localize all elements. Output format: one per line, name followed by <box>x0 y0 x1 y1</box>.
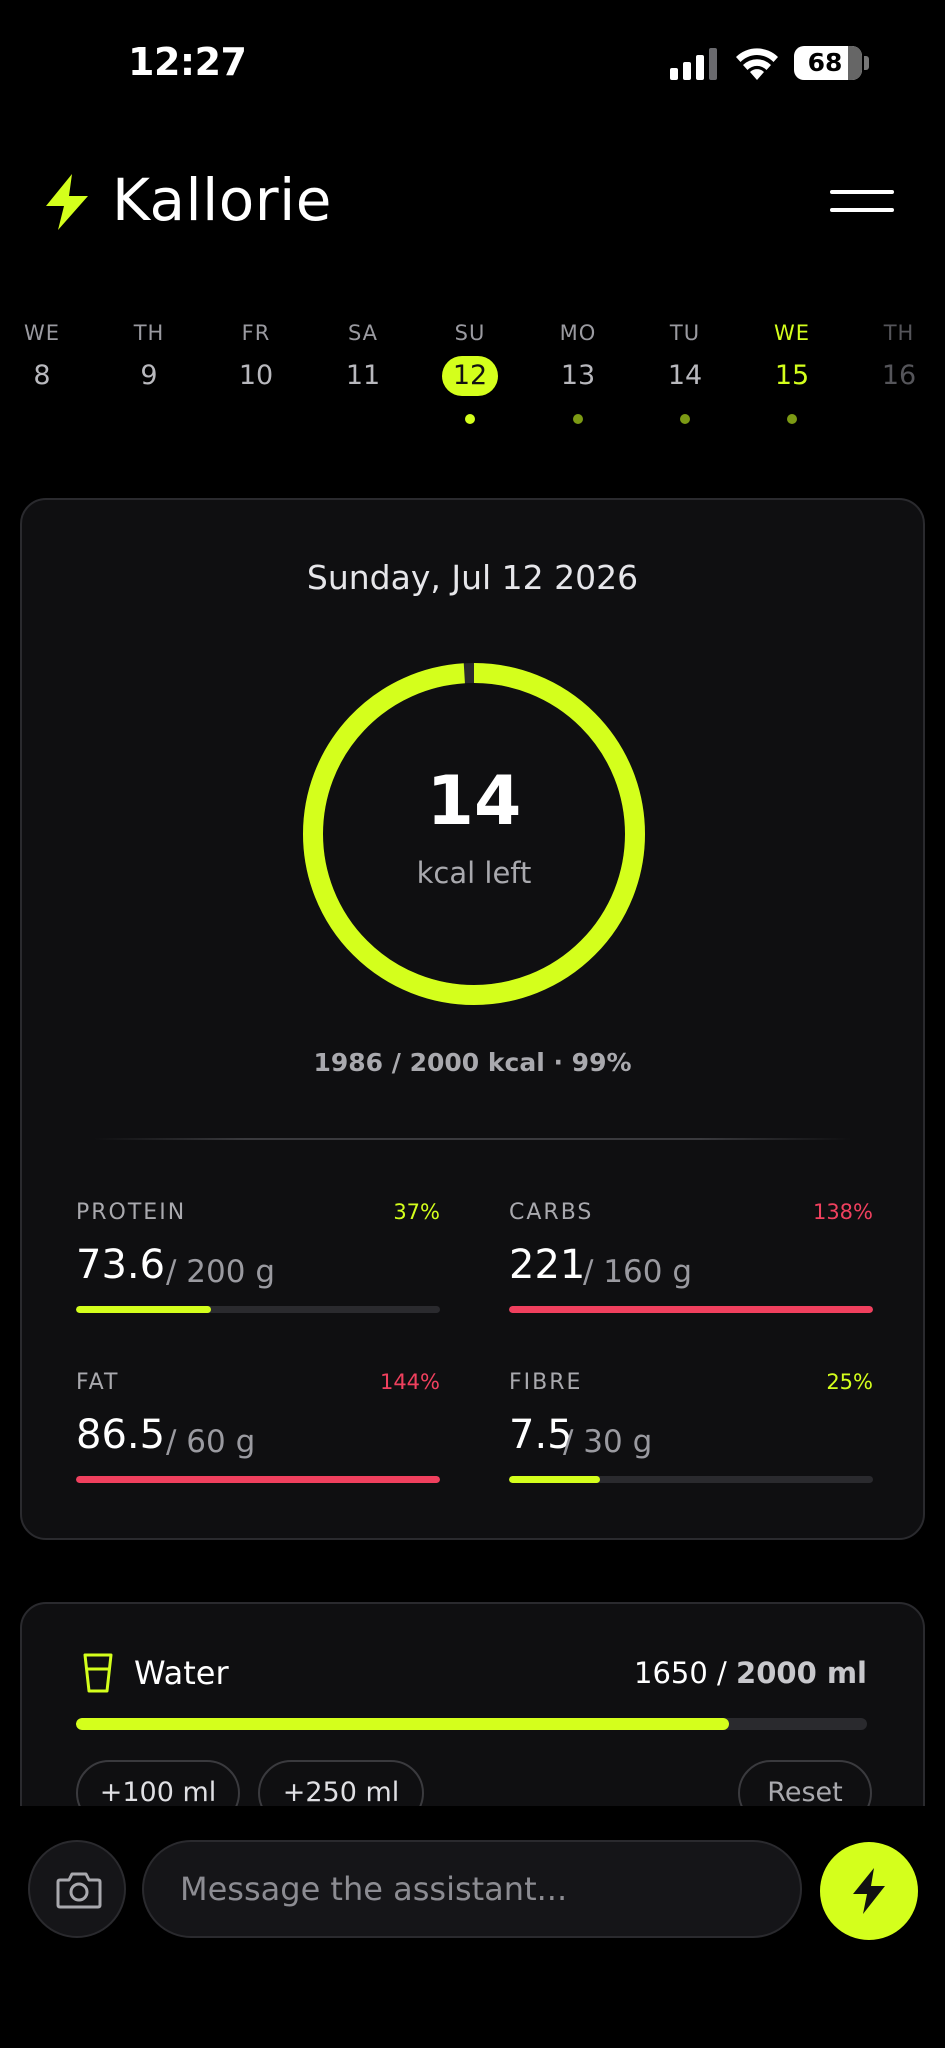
macro-progress-fill <box>76 1476 440 1483</box>
day-name: FR <box>241 321 271 345</box>
battery-level: 68 <box>807 48 843 77</box>
hamburger-menu-icon[interactable] <box>826 184 898 218</box>
day-13[interactable]: MO 13 <box>528 318 628 430</box>
macro-name: PROTEIN <box>76 1200 187 1225</box>
send-button[interactable] <box>820 1842 918 1940</box>
water-separator: / <box>707 1656 737 1690</box>
day-number: 12 <box>442 356 498 396</box>
macro-protein: PROTEIN 37% 73.6 / 200 g <box>76 1200 440 1320</box>
macro-target: / 160 g <box>583 1254 692 1290</box>
kcal-left-value: 14 <box>426 762 522 841</box>
battery-icon: 68 <box>794 46 862 80</box>
water-title: Water <box>134 1654 229 1692</box>
day-name: SU <box>454 321 486 345</box>
week-strip: WE 8 TH 9 FR 10 SA 11 SU 12 MO 13 TU 14 WE 15 TH 16 <box>0 318 945 430</box>
day-name: SA <box>347 321 379 345</box>
message-composer <box>0 1806 945 2048</box>
logged-indicator-dot <box>787 414 797 424</box>
water-amount: 1650 / 2000 ml <box>634 1656 867 1690</box>
battery-tip <box>864 56 869 70</box>
glass-icon <box>83 1653 113 1693</box>
macro-progress-bar <box>509 1476 873 1483</box>
macro-value: 73.6 <box>76 1242 166 1288</box>
day-name: WE <box>23 321 61 345</box>
divider <box>94 1138 851 1140</box>
day-number: 13 <box>560 360 596 391</box>
day-number: 9 <box>140 360 158 391</box>
selected-date: Sunday, Jul 12 2026 <box>306 558 639 597</box>
macro-value: 86.5 <box>76 1412 166 1458</box>
day-number: 14 <box>667 360 703 391</box>
kcal-left-label: kcal left <box>416 856 532 890</box>
macro-target: / 200 g <box>166 1254 275 1290</box>
daily-summary-card: Sunday, Jul 12 2026 14 kcal left 1986 / … <box>20 498 925 1540</box>
status-bar: 12:27 68 <box>0 0 945 120</box>
macro-value: 7.5 <box>509 1412 573 1458</box>
macro-progress-fill <box>509 1476 600 1483</box>
app-title: Kallorie <box>112 166 332 234</box>
day-14[interactable]: TU 14 <box>635 318 735 430</box>
camera-button[interactable] <box>28 1840 126 1938</box>
water-progress-bar <box>76 1718 867 1730</box>
day-number: 16 <box>881 360 917 391</box>
macro-fibre: FIBRE 25% 7.5 / 30 g <box>509 1370 873 1490</box>
camera-icon <box>56 1872 102 1909</box>
day-name: TH <box>133 321 165 345</box>
day-10[interactable]: FR 10 <box>206 318 306 430</box>
day-name: MO <box>559 321 597 345</box>
day-name: TU <box>669 321 701 345</box>
macro-fat: FAT 144% 86.5 / 60 g <box>76 1370 440 1490</box>
logged-indicator-dot <box>465 414 475 424</box>
macro-value: 221 <box>509 1242 586 1288</box>
macro-progress-fill <box>509 1306 873 1313</box>
water-target: 2000 ml <box>736 1656 867 1690</box>
day-12[interactable]: SU 12 <box>420 318 520 430</box>
logged-indicator-dot <box>680 414 690 424</box>
day-name: WE <box>773 321 811 345</box>
kcal-summary: 1986 / 2000 kcal · 99% <box>313 1048 632 1077</box>
macro-progress-bar <box>76 1476 440 1483</box>
macro-percent: 144% <box>379 1370 440 1394</box>
cellular-signal-icon <box>670 48 717 80</box>
macro-percent: 25% <box>826 1370 873 1394</box>
water-progress-fill <box>76 1718 729 1730</box>
day-number: 8 <box>33 360 51 391</box>
lightning-bolt-icon <box>46 174 88 230</box>
macro-target: / 60 g <box>166 1424 256 1460</box>
lightning-bolt-icon <box>853 1868 885 1914</box>
app-header: Kallorie <box>0 160 945 240</box>
macro-progress-fill <box>76 1306 211 1313</box>
status-time: 12:27 <box>128 40 247 84</box>
day-8[interactable]: WE 8 <box>0 318 92 430</box>
macro-name: CARBS <box>509 1200 594 1225</box>
macro-carbs: CARBS 138% 221 / 160 g <box>509 1200 873 1320</box>
day-name: TH <box>883 321 915 345</box>
calorie-progress-ring <box>303 663 645 1005</box>
water-current: 1650 <box>634 1656 708 1690</box>
macro-target: / 30 g <box>563 1424 653 1460</box>
macro-name: FIBRE <box>509 1370 583 1395</box>
macro-progress-bar <box>509 1306 873 1313</box>
day-11[interactable]: SA 11 <box>313 318 413 430</box>
day-15[interactable]: WE 15 <box>742 318 842 430</box>
message-input[interactable] <box>142 1840 802 1938</box>
day-number: 15 <box>774 360 810 391</box>
macro-name: FAT <box>76 1370 120 1395</box>
day-number: 11 <box>345 360 381 391</box>
macro-progress-bar <box>76 1306 440 1313</box>
wifi-icon <box>736 48 778 80</box>
macro-percent: 37% <box>393 1200 440 1224</box>
day-number: 10 <box>238 360 274 391</box>
logged-indicator-dot <box>573 414 583 424</box>
day-16[interactable]: TH 16 <box>849 318 945 430</box>
day-9[interactable]: TH 9 <box>99 318 199 430</box>
macro-percent: 138% <box>812 1200 873 1224</box>
